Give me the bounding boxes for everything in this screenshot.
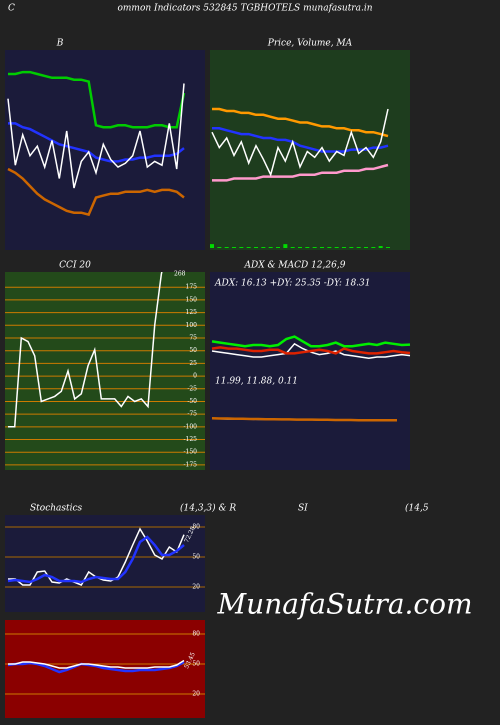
y-tick-label: 50 xyxy=(192,554,200,561)
series-line xyxy=(8,659,185,669)
y-tick-label: -150 xyxy=(184,449,198,456)
y-tick-label: 100 xyxy=(186,322,198,329)
series-line xyxy=(212,127,389,153)
volume-bar xyxy=(239,247,244,248)
volume-bar xyxy=(312,247,317,248)
volume-bar xyxy=(364,247,368,248)
y-tick-label: -125 xyxy=(184,436,198,443)
y-tick-label: 125 xyxy=(186,309,198,316)
stoch-params: (14,3,3) & R xyxy=(180,503,236,514)
value-label: 268 xyxy=(174,271,186,278)
y-tick-label: 25 xyxy=(189,360,197,367)
y-tick-label: 20 xyxy=(192,691,200,698)
stoch-title: Stochastics xyxy=(30,504,83,514)
series-line xyxy=(8,70,186,129)
series-line xyxy=(211,335,411,348)
volume-bar xyxy=(224,247,229,248)
y-tick-label: 20 xyxy=(192,584,200,591)
volume-bar xyxy=(320,247,324,248)
volume-bar xyxy=(378,246,383,248)
series-line xyxy=(7,167,185,217)
series-line xyxy=(212,163,389,182)
header-left: C xyxy=(8,4,15,14)
y-tick-label: 175 xyxy=(186,284,198,291)
panel-title: Price, Volume, MA xyxy=(267,39,353,49)
series-group xyxy=(7,659,185,674)
y-tick-label: -50 xyxy=(187,398,197,405)
volume-bar xyxy=(290,247,295,248)
series-line xyxy=(211,346,411,355)
panel-title: ADX & MACD 12,26,9 xyxy=(244,261,346,271)
volume-bar xyxy=(276,247,280,248)
volume-bar xyxy=(349,247,354,248)
series-group xyxy=(7,70,186,217)
volume-bar xyxy=(327,247,332,248)
panel xyxy=(210,50,410,250)
y-tick-label: 75 xyxy=(189,335,197,342)
series-group xyxy=(211,417,398,422)
volume-bar xyxy=(254,247,258,248)
volume-bar xyxy=(334,247,339,248)
series-group xyxy=(211,335,411,359)
series-line xyxy=(211,108,389,177)
y-tick-label: -25 xyxy=(187,385,197,392)
volume-bar xyxy=(261,247,266,248)
volume-bar xyxy=(217,247,222,248)
volume-bar xyxy=(386,247,390,248)
series-line xyxy=(212,107,389,138)
y-tick-label: 50 xyxy=(189,347,197,354)
rsi-params: (14,5 xyxy=(405,503,429,514)
y-tick-label: 80 xyxy=(192,631,200,638)
watermark: MunafaSutra.com xyxy=(216,588,472,621)
volume-bar xyxy=(210,244,214,248)
charts: B Price, Volume, MA CCI 20 175 150 125 100 75 50… xyxy=(5,39,411,718)
volume-bar xyxy=(232,247,236,248)
panel xyxy=(5,515,205,612)
series-group xyxy=(8,272,163,428)
volume-bar xyxy=(305,247,310,248)
series-line xyxy=(7,83,185,189)
series-group xyxy=(7,527,185,586)
series-line xyxy=(7,660,185,674)
series-line xyxy=(7,535,185,584)
y-tick-label: 80 xyxy=(192,524,200,531)
panel xyxy=(210,272,410,470)
series-group xyxy=(210,107,390,248)
header-title: ommon Indicators 532845 TGBHOTELS munafa… xyxy=(117,4,372,14)
panel-title: CCI 20 xyxy=(59,261,91,271)
volume-bar xyxy=(268,247,273,248)
y-tick-label: -75 xyxy=(187,411,197,418)
series-line xyxy=(8,272,163,428)
y-tick-label: 50 xyxy=(192,661,200,668)
y-tick-label: -100 xyxy=(184,423,198,430)
series-line xyxy=(211,417,398,422)
volume-bar xyxy=(298,247,302,248)
volume-bar xyxy=(342,247,346,248)
panel-label: 11.99, 11.88, 0.11 xyxy=(215,377,298,387)
panel-label: ADX: 16.13 +DY: 25.35 -DY: 18.31 xyxy=(214,279,371,289)
panel xyxy=(5,272,205,470)
series-line xyxy=(8,122,185,163)
volume-bar xyxy=(371,247,376,248)
y-tick-label: 0 xyxy=(193,373,197,380)
panel-title: B xyxy=(56,39,64,49)
y-tick-label: 150 xyxy=(186,296,198,303)
volume-bar xyxy=(356,247,361,248)
volume-bar xyxy=(283,244,288,248)
volume-bar xyxy=(246,247,251,248)
rsi-title: SI xyxy=(298,504,308,514)
y-tick-label: -175 xyxy=(184,461,198,468)
